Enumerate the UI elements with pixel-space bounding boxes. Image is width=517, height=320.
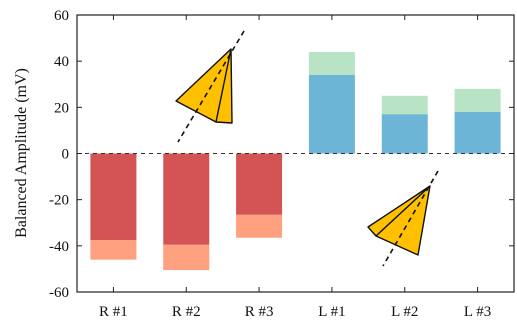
ticks <box>77 14 514 293</box>
bar-extra-1 <box>90 240 137 260</box>
bar-main-5 <box>381 114 428 154</box>
bar-extra-2 <box>163 244 210 271</box>
bars <box>90 51 501 271</box>
y-tick-label-2: 20 <box>54 100 69 116</box>
y-tick-label-4: -20 <box>49 193 69 209</box>
x-tick-label-1: R #2 <box>172 304 201 320</box>
bar-main-2 <box>163 153 210 245</box>
bar-main-3 <box>236 153 283 215</box>
x-tick-label-4: L #2 <box>391 304 418 320</box>
x-tick-label-0: R #1 <box>99 304 128 320</box>
bar-extra-3 <box>236 214 283 238</box>
y-tick-label-6: -60 <box>49 285 69 301</box>
y-axis-title: Balanced Amplitude (mV) <box>13 68 30 238</box>
bar-main-4 <box>308 75 355 154</box>
bar-extra-5 <box>381 95 428 115</box>
y-tick-label-0: 60 <box>54 8 69 24</box>
x-tick-label-5: L #3 <box>464 304 491 320</box>
bar-extra-6 <box>454 88 501 112</box>
x-tick-labels: R #1 R #2 R #3 L #1 L #2 L #3 <box>99 304 491 320</box>
cone-up-right-icon <box>175 30 245 143</box>
x-tick-label-3: L #1 <box>318 304 345 320</box>
y-tick-labels: 60 40 20 0 -20 -40 -60 <box>49 8 69 301</box>
x-tick-label-2: R #3 <box>245 304 274 320</box>
bar-main-6 <box>454 111 501 154</box>
bar-extra-4 <box>308 51 355 76</box>
y-tick-label-3: 0 <box>62 147 70 163</box>
y-tick-label-1: 40 <box>54 54 69 70</box>
bar-main-1 <box>90 153 137 241</box>
y-tick-label-5: -40 <box>49 239 69 255</box>
cone-down-left-icon <box>367 170 439 267</box>
